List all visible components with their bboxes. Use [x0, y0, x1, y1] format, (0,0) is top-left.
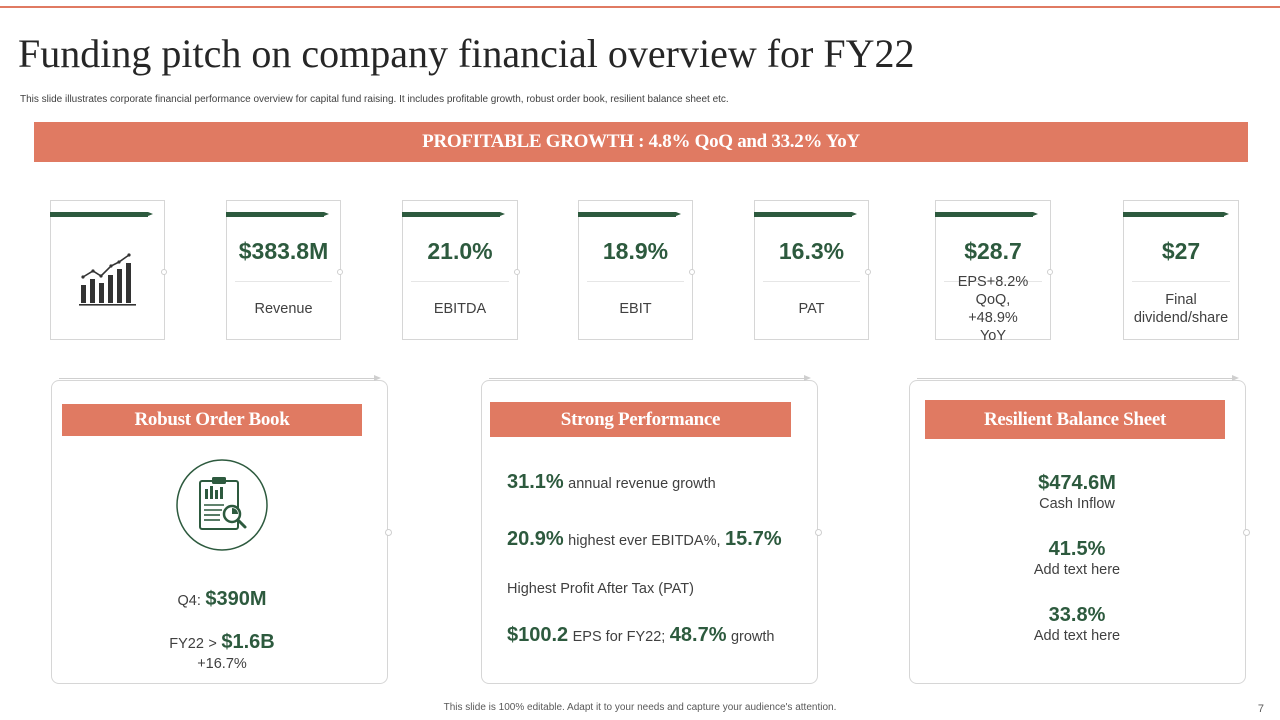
kpi-label: EBITDA: [433, 300, 487, 317]
kpi-divider: [763, 281, 860, 282]
kpi-divider: [235, 281, 332, 282]
eps-line: $100.2 EPS for FY22; 48.7% growth: [507, 624, 774, 647]
kpi-card-pat: 16.3% PAT: [754, 200, 871, 340]
kpi-divider: [587, 281, 684, 282]
metric-3-label: Add text here: [1033, 628, 1121, 644]
slide-title: Funding pitch on company financial overv…: [18, 31, 915, 76]
kpi-label: Revenue: [254, 300, 313, 317]
connector-dot: [865, 269, 871, 275]
section-arrow: [917, 375, 1239, 381]
kpi-card-icon: [50, 200, 167, 340]
card-accent-bar: [50, 212, 153, 217]
connector-dot: [385, 529, 392, 536]
metric-2-value: 41.5%: [1048, 538, 1106, 560]
kpi-value: 18.9%: [602, 238, 669, 264]
connector-dot: [689, 269, 695, 275]
q4-label: Q4:: [177, 593, 201, 609]
bar-chart-growth-icon: [79, 253, 136, 306]
eps-value: $100.2: [507, 624, 569, 646]
kpi-divider: [411, 281, 509, 282]
connector-dot: [161, 269, 167, 275]
cash-inflow-value: $474.6M: [1038, 472, 1116, 494]
kpi-divider: [1132, 281, 1230, 282]
card-accent-bar: [754, 212, 857, 217]
footer-note: This slide is 100% editable. Adapt it to…: [443, 702, 837, 713]
kpi-value: $28.7: [964, 238, 1022, 264]
kpi-divider: [944, 281, 1042, 282]
kpi-card-dividend: $27 Final dividend/share: [1123, 200, 1239, 340]
revenue-growth-line: 31.1% annual revenue growth: [507, 471, 716, 494]
eps-growth-value: 48.7%: [669, 624, 727, 646]
connector-dot: [815, 529, 822, 536]
kpi-label: EBIT: [619, 300, 652, 317]
kpi-label: Final dividend/share: [1133, 291, 1229, 326]
kpi-label: EPS+8.2% QoQ, +48.9% YoY: [957, 273, 1029, 345]
fy22-label: FY22: [169, 636, 204, 652]
eps-text: EPS for FY22;: [572, 629, 666, 645]
ebitda-value: 20.9%: [507, 528, 564, 550]
kpi-card-ebitda: 21.0% EBITDA: [402, 200, 520, 340]
q4-line: Q4: $390M: [0, 588, 444, 611]
cash-inflow-label: Cash Inflow: [1039, 496, 1115, 512]
top-rule: [0, 6, 1280, 8]
kpi-label: PAT: [798, 300, 825, 317]
connector-dot: [337, 269, 343, 275]
section-arrow: [489, 375, 811, 381]
connector-dot: [514, 269, 520, 275]
slide-subtitle: This slide illustrates corporate financi…: [20, 94, 729, 105]
balance-sheet-header: Resilient Balance Sheet: [925, 400, 1225, 439]
card-accent-bar: [226, 212, 329, 217]
q4-value: $390M: [205, 588, 267, 610]
profitable-growth-banner: PROFITABLE GROWTH : 4.8% QoQ and 33.2% Y…: [34, 122, 1248, 162]
performance-header: Strong Performance: [490, 402, 791, 437]
revenue-growth-value: 31.1%: [507, 471, 564, 493]
card-accent-bar: [402, 212, 505, 217]
metric-2-label: Add text here: [1033, 562, 1121, 578]
kpi-card-eps: $28.7 EPS+8.2% QoQ, +48.9% YoY: [935, 200, 1053, 345]
connector-dot: [1243, 529, 1250, 536]
kpi-card-ebit: 18.9% EBIT: [578, 200, 695, 340]
ebitda-line: 20.9% highest ever EBITDA%, 15.7%: [507, 528, 782, 551]
card-accent-bar: [1123, 212, 1229, 217]
metric-3-value: 33.8%: [1048, 604, 1106, 626]
card-accent-bar: [578, 212, 681, 217]
kpi-card-revenue: $383.8M Revenue: [226, 200, 343, 340]
kpi-value: 16.3%: [778, 238, 845, 264]
kpi-value: $27: [1161, 238, 1201, 264]
pat-text: Highest Profit After Tax (PAT): [507, 581, 694, 597]
section-arrow: [59, 375, 381, 381]
fy22-growth: +16.7%: [197, 656, 247, 672]
revenue-growth-text: annual revenue growth: [568, 476, 716, 492]
clipboard-report-icon: [176, 459, 268, 551]
order-book-header: Robust Order Book: [62, 404, 362, 436]
fy22-line: FY22 > $1.6B: [0, 631, 444, 654]
pat-value: 15.7%: [724, 528, 782, 550]
connector-dot: [1047, 269, 1053, 275]
banner-text: PROFITABLE GROWTH : 4.8% QoQ and 33.2% Y…: [422, 131, 860, 152]
ebitda-text: highest ever EBITDA%,: [568, 533, 721, 549]
fy22-value: $1.6B: [221, 631, 275, 653]
fy22-separator: >: [208, 636, 217, 652]
page-number: 7: [1257, 703, 1264, 715]
kpi-value: $383.8M: [238, 238, 329, 264]
card-accent-bar: [935, 212, 1038, 217]
eps-growth-text: growth: [730, 629, 775, 645]
kpi-value: 21.0%: [427, 238, 493, 264]
